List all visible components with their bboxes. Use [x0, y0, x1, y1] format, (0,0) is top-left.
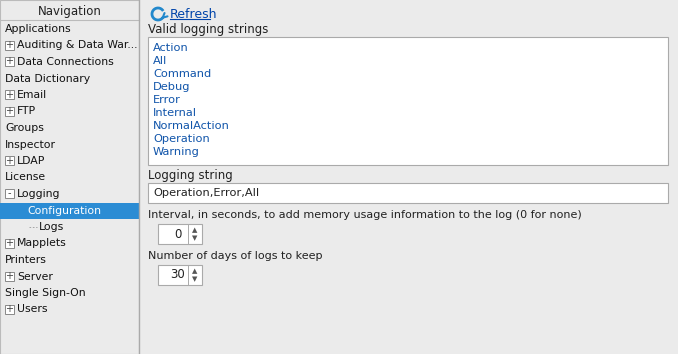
Text: 0: 0: [174, 228, 182, 240]
Text: Logs: Logs: [39, 222, 64, 232]
Text: Data Dictionary: Data Dictionary: [5, 74, 90, 84]
Text: 30: 30: [171, 268, 185, 281]
Text: License: License: [5, 172, 46, 183]
Text: NormalAction: NormalAction: [153, 121, 230, 131]
Text: -: -: [7, 188, 12, 199]
Text: Groups: Groups: [5, 123, 44, 133]
FancyBboxPatch shape: [148, 183, 668, 203]
Text: Configuration: Configuration: [27, 206, 101, 216]
Text: ▲: ▲: [193, 227, 198, 233]
Text: Inspector: Inspector: [5, 139, 56, 149]
Text: ▲: ▲: [193, 268, 198, 274]
Text: Data Connections: Data Connections: [17, 57, 114, 67]
FancyBboxPatch shape: [5, 189, 14, 198]
Text: Refresh: Refresh: [170, 7, 218, 21]
Text: Command: Command: [153, 69, 212, 79]
FancyBboxPatch shape: [5, 239, 14, 247]
FancyBboxPatch shape: [148, 37, 668, 165]
Text: Interval, in seconds, to add memory usage information to the log (0 for none): Interval, in seconds, to add memory usag…: [148, 210, 582, 220]
Text: Navigation: Navigation: [37, 5, 102, 17]
Text: ▼: ▼: [193, 235, 198, 241]
Text: Single Sign-On: Single Sign-On: [5, 288, 85, 298]
Text: +: +: [5, 40, 14, 50]
FancyBboxPatch shape: [5, 57, 14, 66]
Text: +: +: [5, 155, 14, 166]
Text: Logging: Logging: [17, 189, 60, 199]
Text: Internal: Internal: [153, 108, 197, 118]
FancyBboxPatch shape: [158, 265, 202, 285]
FancyBboxPatch shape: [0, 0, 139, 354]
Text: Applications: Applications: [5, 24, 72, 34]
Text: Warning: Warning: [153, 147, 200, 157]
Text: Operation,Error,All: Operation,Error,All: [153, 188, 259, 198]
Text: +: +: [5, 90, 14, 99]
Text: Mapplets: Mapplets: [17, 239, 66, 249]
Text: LDAP: LDAP: [17, 156, 45, 166]
Text: ▼: ▼: [193, 276, 198, 282]
Text: All: All: [153, 56, 167, 66]
Text: Users: Users: [17, 304, 47, 314]
Text: Action: Action: [153, 43, 188, 53]
Text: Operation: Operation: [153, 134, 210, 144]
Text: +: +: [5, 304, 14, 314]
FancyBboxPatch shape: [5, 107, 14, 115]
Text: Valid logging strings: Valid logging strings: [148, 23, 268, 35]
Text: Auditing & Data War...: Auditing & Data War...: [17, 40, 138, 51]
Text: Debug: Debug: [153, 82, 191, 92]
Text: Email: Email: [17, 90, 47, 100]
Text: Printers: Printers: [5, 255, 47, 265]
Text: +: +: [5, 271, 14, 281]
FancyBboxPatch shape: [5, 40, 14, 50]
Text: Number of days of logs to keep: Number of days of logs to keep: [148, 251, 323, 261]
Text: +: +: [5, 238, 14, 248]
FancyBboxPatch shape: [5, 272, 14, 280]
FancyBboxPatch shape: [5, 304, 14, 314]
FancyBboxPatch shape: [5, 156, 14, 165]
FancyBboxPatch shape: [0, 202, 139, 219]
FancyBboxPatch shape: [5, 90, 14, 99]
Text: Server: Server: [17, 272, 53, 281]
Text: Error: Error: [153, 95, 181, 105]
Text: FTP: FTP: [17, 107, 36, 116]
FancyBboxPatch shape: [140, 0, 678, 354]
Text: +: +: [5, 106, 14, 116]
FancyBboxPatch shape: [158, 224, 202, 244]
Text: Logging string: Logging string: [148, 169, 233, 182]
Text: +: +: [5, 57, 14, 67]
